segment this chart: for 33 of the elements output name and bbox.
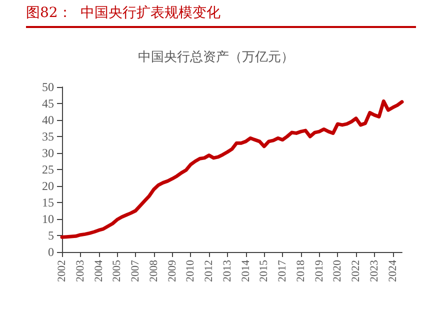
x-tick-label: 2004 [92,260,105,282]
chart-subtitle: 中国央行总资产（万亿元） [138,50,294,65]
x-tick-label: 2009 [166,260,178,282]
y-tick-label: 15 [42,196,54,210]
x-tick-label: 2018 [294,260,307,282]
y-tick-label: 25 [42,162,54,176]
y-tick-label: 30 [42,146,54,160]
x-tick-label: 2019 [313,260,326,282]
y-tick-label: 35 [42,130,54,144]
x-tick-label: 2005 [111,260,124,282]
x-tick-label: 2015 [258,260,270,282]
x-tick-label: 2003 [74,260,86,282]
x-tick-label: 2017 [276,260,289,282]
line-series [60,99,404,239]
x-tick-label: 2022 [350,260,362,282]
x-tick-label: 2013 [221,260,234,282]
y-tick-label: 50 [42,80,54,94]
x-tick-label: 2002 [56,260,68,282]
x-tick-label: 2008 [148,260,160,282]
y-tick-label: 20 [42,179,54,193]
y-tick-label: 5 [48,228,54,242]
x-tick-label: 2023 [368,260,380,282]
y-tick-label: 45 [42,96,54,110]
y-tick-label: 40 [42,113,54,127]
y-tick-label: 0 [48,245,54,259]
x-tick-label: 2020 [332,260,344,282]
x-tick-label: 2007 [130,260,142,282]
x-tick-label: 2024 [386,260,399,282]
x-tick-label: 2012 [203,260,216,282]
x-tick-label: 2014 [240,260,252,282]
x-tick-label: 2010 [184,260,197,282]
chart-title: 图82： 中国央行扩表规模变化 [26,4,416,28]
y-tick-label: 10 [42,212,54,226]
